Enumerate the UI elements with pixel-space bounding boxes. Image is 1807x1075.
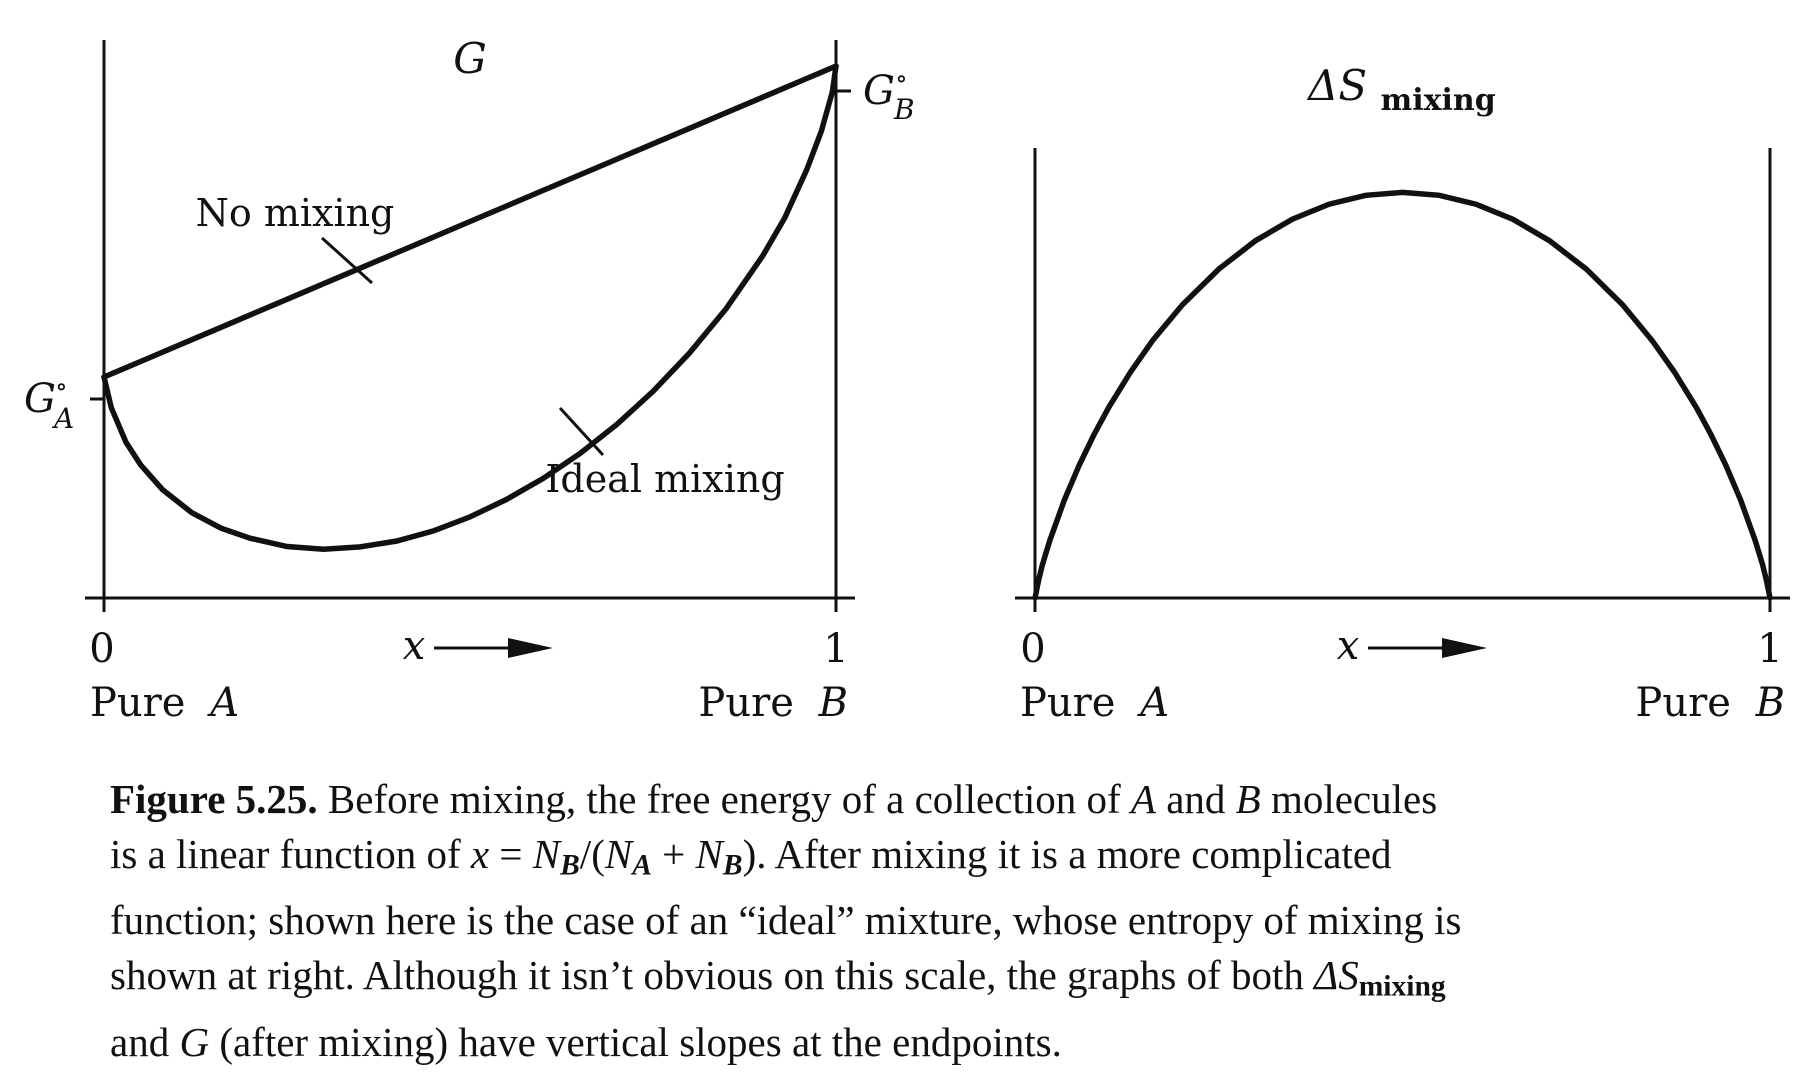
right-pure-b-label: Pure B	[1635, 680, 1785, 726]
caption-subscript: B	[560, 849, 580, 882]
caption-text: (after mixing) have vertical slopes at t…	[209, 1018, 1062, 1065]
no-mixing-label: No mixing	[196, 191, 395, 235]
caption-var: ΔS	[1314, 952, 1359, 999]
caption-var: N	[695, 831, 723, 877]
caption-text: shown at right. Although it isn’t obviou…	[110, 952, 1315, 999]
caption-var: x	[470, 831, 490, 877]
left-pure-a-var: A	[206, 680, 239, 726]
caption-text: =	[489, 831, 533, 877]
entropy-of-mixing-chart: ΔS mixing 0 1 x Pure A Pure B	[1015, 61, 1790, 726]
no-mixing-line	[101, 63, 839, 380]
free-energy-chart: G No mixing Ideal mixing G ∘ A G ∘ B 0 1…	[24, 34, 915, 726]
no-mixing-leader	[320, 236, 374, 285]
ideal-mixing-leader	[558, 406, 605, 457]
caption-text: /(	[579, 831, 605, 877]
caption-line-2: is a linear function of x = NB/(NA + NB)…	[110, 827, 1760, 893]
right-pure-a-prefix: Pure	[1020, 680, 1115, 726]
caption-text: and	[1155, 776, 1236, 822]
left-pure-b-label: Pure B	[698, 680, 848, 726]
caption-text: is a linear function of	[110, 831, 471, 877]
right-x-axis-label: x	[1337, 623, 1360, 669]
right-x-tick-0: 0	[1020, 626, 1045, 672]
caption-line-1: Figure 5.25. Before mixing, the free ene…	[110, 772, 1760, 827]
left-x-arrow	[434, 638, 553, 658]
right-pure-b-prefix: Pure	[1635, 680, 1730, 726]
g-a-degree: ∘	[55, 372, 68, 402]
caption-var: B	[1235, 776, 1261, 822]
left-x-tick-0: 0	[89, 626, 114, 672]
left-x-tick-1: 1	[823, 626, 848, 672]
right-x-arrow	[1368, 638, 1487, 658]
caption-text: +	[651, 831, 696, 877]
left-pure-b-prefix: Pure	[698, 680, 793, 726]
left-pure-a-prefix: Pure	[90, 680, 185, 726]
caption-subscript: A	[632, 849, 652, 882]
caption-subscript: B	[722, 849, 743, 882]
caption-text: molecules	[1260, 776, 1438, 822]
figure-area: G No mixing Ideal mixing G ∘ A G ∘ B 0 1…	[24, 34, 1790, 726]
left-x-axis-label: x	[403, 623, 426, 669]
entropy-of-mixing-curve	[1032, 189, 1773, 601]
ideal-mixing-label: Ideal mixing	[545, 457, 784, 501]
g-b-symbol: G	[863, 68, 895, 114]
delta-s-symbol: ΔS	[1306, 61, 1367, 110]
caption-line-3: function; shown here is the case of an “…	[110, 897, 1462, 944]
left-pure-a-label: Pure A	[90, 680, 239, 726]
caption-text: and	[110, 1018, 180, 1065]
chart-title-g: G	[453, 34, 487, 83]
g-a-tick-label: G ∘ A	[24, 372, 74, 435]
g-b-subscript: B	[893, 93, 915, 126]
left-pure-b-var: B	[818, 680, 848, 726]
g-b-degree: ∘	[895, 64, 908, 94]
caption-var: G	[179, 1018, 210, 1065]
g-a-subscript: A	[51, 402, 74, 435]
right-pure-a-var: A	[1136, 680, 1169, 726]
figure-caption: Figure 5.25. Before mixing, the free ene…	[110, 772, 1760, 1070]
g-a-symbol: G	[24, 376, 56, 422]
right-x-tick-1: 1	[1757, 626, 1782, 672]
caption-var: N	[604, 831, 633, 877]
caption-var: N	[532, 831, 561, 877]
right-pure-a-label: Pure A	[1020, 680, 1169, 726]
g-b-tick-label: G ∘ B	[863, 64, 915, 126]
delta-s-subscript: mixing	[1380, 83, 1495, 118]
chart-title-delta-s: ΔS mixing	[1306, 61, 1496, 118]
caption-text: Before mixing, the free energy of a coll…	[317, 776, 1131, 822]
right-pure-b-var: B	[1755, 680, 1785, 726]
ideal-mixing-curve	[101, 63, 839, 552]
caption-label: Figure 5.25.	[110, 776, 318, 822]
caption-line-4: shown at right. Although it isn’t obviou…	[110, 948, 1760, 1014]
caption-line-5: and G (after mixing) have vertical slope…	[110, 1015, 1760, 1070]
caption-subscript: mixing	[1358, 970, 1446, 1003]
caption-var: A	[1130, 776, 1156, 822]
caption-text: ). After mixing it is a more complicated	[742, 831, 1392, 877]
